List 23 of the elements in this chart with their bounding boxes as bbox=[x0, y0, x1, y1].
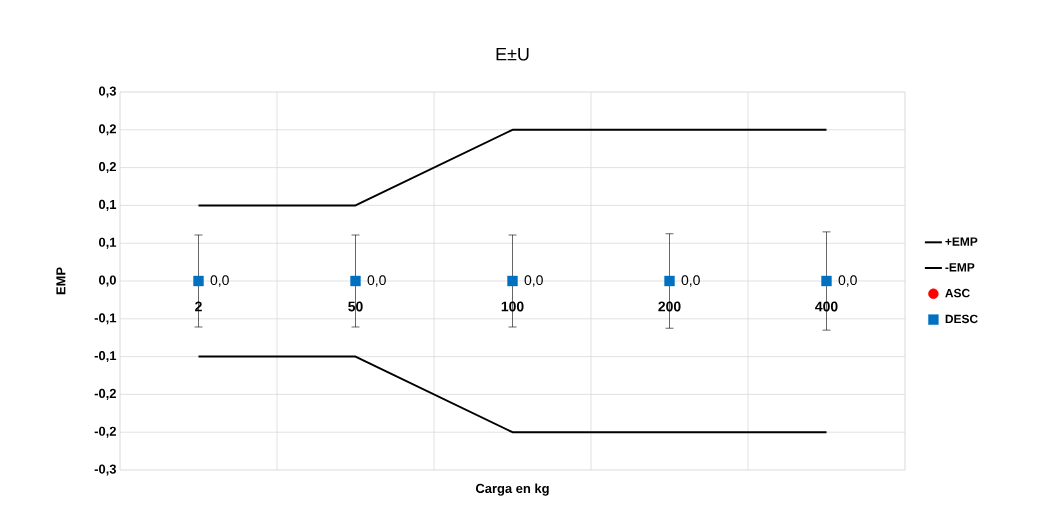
y-tick-label: -0,3 bbox=[94, 464, 117, 476]
y-tick-label: -0,1 bbox=[94, 313, 117, 325]
y-tick-label: 0,0 bbox=[98, 275, 116, 287]
data-label: 0,0 bbox=[367, 275, 386, 287]
y-tick-label: -0,1 bbox=[94, 351, 117, 363]
data-label: 0,0 bbox=[210, 275, 229, 287]
x-axis-title: Carga en kg bbox=[475, 483, 549, 496]
y-tick-label: 0,2 bbox=[98, 162, 116, 174]
legend-label: DESC bbox=[945, 314, 978, 324]
y-tick-label: 0,2 bbox=[98, 124, 116, 136]
chart-title: E±U bbox=[496, 47, 529, 61]
y-tick-label: 0,1 bbox=[98, 237, 117, 249]
legend-label: -EMP bbox=[945, 263, 975, 272]
y-tick-label: -0,2 bbox=[94, 426, 116, 438]
y-tick-label: 0,3 bbox=[98, 86, 117, 98]
legend-label: ASC bbox=[945, 288, 970, 298]
data-label: 0,0 bbox=[681, 275, 700, 287]
y-tick-label: 0,1 bbox=[98, 199, 117, 211]
data-label: 0,0 bbox=[838, 275, 857, 287]
legend-label: +EMP bbox=[945, 237, 978, 246]
data-label: 0,0 bbox=[524, 275, 543, 287]
y-axis-title: EMP bbox=[56, 267, 66, 295]
y-tick-label: -0,2 bbox=[94, 388, 116, 400]
